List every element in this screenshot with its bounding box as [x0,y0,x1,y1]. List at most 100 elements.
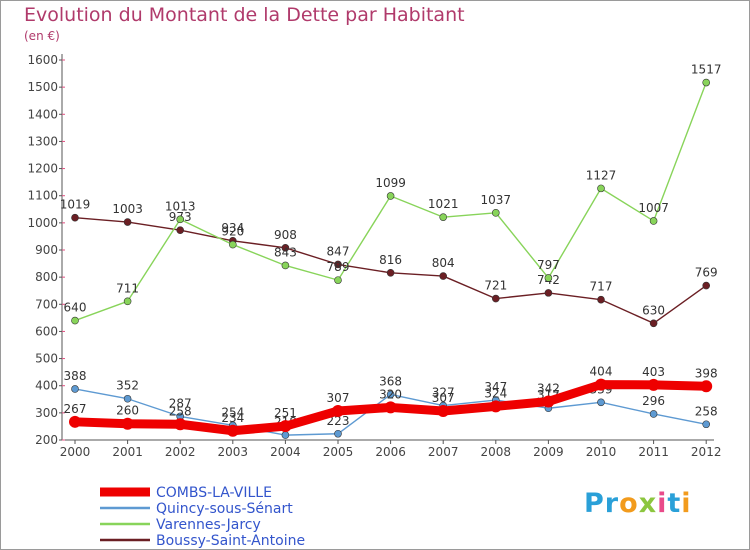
data-label-boussy-saint-antoine: 804 [432,256,455,270]
data-label-quincy-sous-senart: 368 [379,374,402,388]
data-point-combs-la-ville [700,380,713,393]
data-label-varennes-jarcy: 1037 [481,193,512,207]
y-tick-label: 200 [35,433,58,447]
data-point-varennes-jarcy [176,215,184,224]
logo-letter: x [638,488,658,519]
x-tick-label: 2011 [638,445,669,459]
data-point-varennes-jarcy [649,217,658,225]
data-point-boussy-saint-antoine [544,289,553,297]
y-tick-label: 700 [35,297,58,311]
logo-letter: t [667,488,682,519]
data-label-boussy-saint-antoine: 1019 [60,198,91,212]
data-point-combs-la-ville [542,395,555,408]
data-label-combs-la-ville: 398 [695,366,718,380]
data-point-boussy-saint-antoine [597,295,605,304]
y-tick-label: 300 [35,406,58,420]
data-label-boussy-saint-antoine: 934 [221,221,244,235]
data-label-varennes-jarcy: 920 [221,225,244,239]
data-point-boussy-saint-antoine [491,294,500,303]
data-label-combs-la-ville: 260 [116,404,139,418]
data-point-combs-la-ville [226,424,239,437]
data-point-quincy-sous-senart [123,394,132,403]
data-label-quincy-sous-senart: 258 [695,404,718,418]
data-point-varennes-jarcy [439,213,448,221]
data-label-varennes-jarcy: 789 [327,260,350,274]
data-point-combs-la-ville [69,415,81,428]
data-point-combs-la-ville [647,378,660,391]
data-label-varennes-jarcy: 711 [116,281,139,295]
y-tick-label: 1200 [27,162,58,176]
y-tick-label: 800 [35,270,58,284]
data-label-quincy-sous-senart: 347 [484,380,507,394]
data-point-quincy-sous-senart [386,390,395,399]
legend-label-boussy-saint-antoine: Boussy-Saint-Antoine [156,533,305,549]
data-label-varennes-jarcy: 797 [537,258,560,272]
logo-letter: i [681,488,692,519]
logo-letter: P [584,488,605,519]
x-tick-label: 2002 [165,445,196,459]
data-point-varennes-jarcy [597,184,605,193]
legend-label-varennes-jarcy: Varennes-Jarcy [156,517,261,533]
data-point-combs-la-ville [121,417,134,430]
data-point-combs-la-ville [279,420,292,433]
y-tick-label: 1100 [27,189,58,203]
data-point-combs-la-ville [437,404,450,417]
data-label-boussy-saint-antoine: 1003 [112,202,143,216]
data-point-boussy-saint-antoine [386,268,395,277]
data-label-boussy-saint-antoine: 721 [484,279,507,293]
data-point-combs-la-ville [174,418,187,431]
data-point-boussy-saint-antoine [439,272,448,280]
data-point-varennes-jarcy [386,192,395,200]
data-label-varennes-jarcy: 1021 [428,197,459,211]
data-label-combs-la-ville: 320 [379,387,402,401]
data-point-combs-la-ville [332,404,344,417]
data-label-boussy-saint-antoine: 769 [695,266,718,280]
data-point-combs-la-ville [489,400,502,413]
data-label-combs-la-ville: 324 [484,386,507,400]
chart-title: Evolution du Montant de la Dette par Hab… [24,4,465,26]
x-tick-label: 2000 [60,445,91,459]
data-label-combs-la-ville: 267 [64,402,87,416]
data-label-combs-la-ville: 404 [590,365,613,379]
legend-label-quincy-sous-senart: Quincy-sous-Sénart [156,501,293,517]
data-label-boussy-saint-antoine: 717 [590,280,613,294]
x-tick-label: 2010 [586,445,617,459]
data-label-quincy-sous-senart: 327 [432,386,455,400]
y-tick-label: 1500 [27,80,58,94]
x-tick-label: 2005 [323,445,354,459]
data-point-boussy-saint-antoine [649,319,658,328]
x-tick-label: 2008 [481,445,512,459]
data-point-varennes-jarcy [544,274,553,282]
data-point-quincy-sous-senart [649,410,658,418]
data-label-combs-la-ville: 403 [642,365,665,379]
logo-letter: o [619,488,639,519]
data-point-quincy-sous-senart [334,429,342,438]
data-point-varennes-jarcy [491,209,500,217]
data-label-quincy-sous-senart: 254 [221,405,244,419]
y-tick-label: 1000 [27,216,58,230]
data-label-quincy-sous-senart: 352 [116,379,139,393]
data-label-combs-la-ville: 251 [274,406,297,420]
legend-label-combs-la-ville: COMBS-LA-VILLE [156,485,272,501]
data-label-boussy-saint-antoine: 816 [379,253,402,267]
data-label-varennes-jarcy: 1013 [165,199,196,213]
data-label-varennes-jarcy: 1127 [586,168,617,182]
data-point-combs-la-ville [595,378,607,391]
x-tick-label: 2012 [691,445,722,459]
data-label-quincy-sous-senart: 388 [64,369,87,383]
data-point-varennes-jarcy [334,276,342,284]
y-tick-label: 1300 [27,134,58,148]
data-label-boussy-saint-antoine: 847 [327,244,350,258]
x-tick-label: 2001 [112,445,143,459]
data-point-varennes-jarcy [702,78,711,87]
proxiti-logo: Proxiti [584,488,692,519]
data-point-quincy-sous-senart [71,385,79,393]
data-label-combs-la-ville: 234 [221,411,244,425]
y-tick-label: 500 [35,352,58,366]
data-point-boussy-saint-antoine [71,213,79,222]
x-tick-label: 2004 [270,445,301,459]
chart-subtitle: (en €) [24,29,60,43]
data-label-combs-la-ville: 307 [327,391,350,405]
